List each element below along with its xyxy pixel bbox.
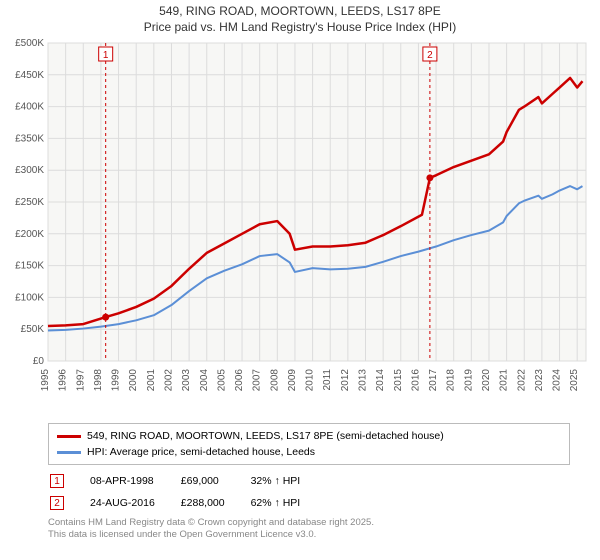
sale-delta: 62% ↑ HPI — [251, 493, 325, 513]
svg-text:2005: 2005 — [216, 369, 227, 392]
svg-text:1997: 1997 — [75, 369, 86, 392]
sale-date: 08-APR-1998 — [90, 471, 179, 491]
attribution: Contains HM Land Registry data © Crown c… — [48, 517, 570, 541]
svg-text:2024: 2024 — [552, 369, 563, 392]
svg-text:1: 1 — [103, 50, 109, 61]
svg-text:2009: 2009 — [287, 369, 298, 392]
sale-delta: 32% ↑ HPI — [251, 471, 325, 491]
svg-text:2025: 2025 — [569, 369, 580, 392]
svg-text:2014: 2014 — [375, 369, 386, 392]
svg-text:£150K: £150K — [15, 261, 44, 272]
svg-text:£200K: £200K — [15, 229, 44, 240]
svg-text:2012: 2012 — [340, 369, 351, 392]
sale-date: 24-AUG-2016 — [90, 493, 179, 513]
legend: 549, RING ROAD, MOORTOWN, LEEDS, LS17 8P… — [48, 423, 570, 465]
svg-text:2004: 2004 — [199, 369, 210, 392]
svg-text:£250K: £250K — [15, 197, 44, 208]
svg-text:2019: 2019 — [463, 369, 474, 392]
legend-row-hpi: HPI: Average price, semi-detached house,… — [57, 444, 561, 460]
sale-price: £69,000 — [181, 471, 249, 491]
sales-table: 1 08-APR-1998 £69,000 32% ↑ HPI 2 24-AUG… — [48, 469, 326, 515]
svg-text:£50K: £50K — [21, 324, 45, 335]
svg-text:2006: 2006 — [234, 369, 245, 392]
attribution-line-1: Contains HM Land Registry data © Crown c… — [48, 517, 570, 529]
svg-text:2: 2 — [427, 50, 433, 61]
svg-text:1995: 1995 — [40, 369, 51, 392]
legend-swatch-property — [57, 435, 81, 438]
svg-text:2013: 2013 — [358, 369, 369, 392]
sale-price: £288,000 — [181, 493, 249, 513]
svg-text:£300K: £300K — [15, 165, 44, 176]
svg-text:2018: 2018 — [446, 369, 457, 392]
svg-text:2003: 2003 — [181, 369, 192, 392]
chart-area: £0 £50K £100K £150K £200K £250K £300K £350K £400… — [0, 37, 600, 417]
svg-text:£350K: £350K — [15, 134, 44, 145]
table-row: 2 24-AUG-2016 £288,000 62% ↑ HPI — [50, 493, 324, 513]
marker-badge-2: 2 — [50, 496, 64, 510]
svg-text:2023: 2023 — [534, 369, 545, 392]
title-line-1: 549, RING ROAD, MOORTOWN, LEEDS, LS17 8P… — [0, 4, 600, 20]
svg-text:2000: 2000 — [128, 369, 139, 392]
svg-text:1998: 1998 — [93, 369, 104, 392]
svg-text:2008: 2008 — [269, 369, 280, 392]
svg-text:2002: 2002 — [163, 369, 174, 392]
chart-titles: 549, RING ROAD, MOORTOWN, LEEDS, LS17 8P… — [0, 0, 600, 37]
svg-text:2010: 2010 — [305, 369, 316, 392]
legend-swatch-hpi — [57, 451, 81, 454]
svg-text:£450K: £450K — [15, 70, 44, 81]
svg-text:2017: 2017 — [428, 369, 439, 392]
svg-text:1996: 1996 — [58, 369, 69, 392]
svg-text:£100K: £100K — [15, 293, 44, 304]
svg-text:£400K: £400K — [15, 102, 44, 113]
svg-text:2007: 2007 — [252, 369, 263, 392]
svg-text:2015: 2015 — [393, 369, 404, 392]
svg-text:£0: £0 — [33, 356, 45, 367]
title-line-2: Price paid vs. HM Land Registry's House … — [0, 20, 600, 36]
attribution-line-2: This data is licensed under the Open Gov… — [48, 529, 570, 541]
marker-badge-1: 1 — [50, 474, 64, 488]
svg-text:1999: 1999 — [111, 369, 122, 392]
legend-label-hpi: HPI: Average price, semi-detached house,… — [87, 446, 315, 458]
svg-text:2011: 2011 — [322, 369, 333, 391]
svg-text:2020: 2020 — [481, 369, 492, 392]
svg-text:2021: 2021 — [499, 369, 510, 392]
legend-label-property: 549, RING ROAD, MOORTOWN, LEEDS, LS17 8P… — [87, 430, 444, 442]
price-chart: £0 £50K £100K £150K £200K £250K £300K £350K £400… — [0, 37, 600, 417]
svg-text:2001: 2001 — [146, 369, 157, 392]
svg-text:2022: 2022 — [516, 369, 527, 392]
svg-text:£500K: £500K — [15, 38, 44, 49]
svg-text:2016: 2016 — [410, 369, 421, 392]
table-row: 1 08-APR-1998 £69,000 32% ↑ HPI — [50, 471, 324, 491]
legend-row-property: 549, RING ROAD, MOORTOWN, LEEDS, LS17 8P… — [57, 428, 561, 444]
